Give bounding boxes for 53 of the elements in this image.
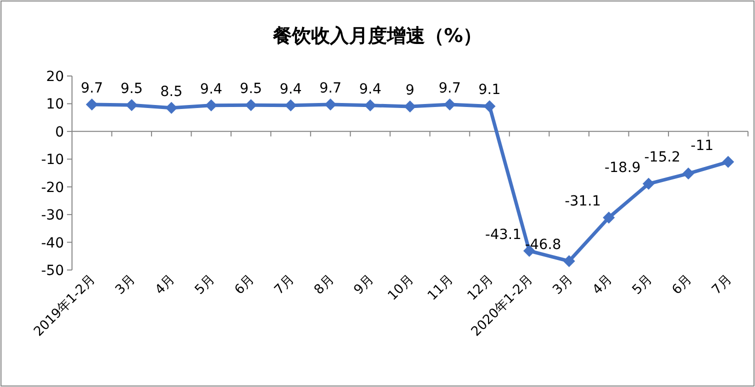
x-tick-label: 10月 (385, 272, 417, 304)
point (682, 168, 694, 180)
y-tick-label: -20 (41, 180, 64, 196)
x-tick-label: 5月 (630, 272, 656, 298)
y-tick-label: -30 (41, 208, 64, 224)
point (404, 100, 416, 112)
x-tick-label: 3月 (112, 272, 138, 298)
data-label: 9.7 (319, 80, 342, 97)
point (602, 212, 615, 224)
data-label: 9.4 (200, 81, 222, 98)
x-tick-label: 3月 (550, 272, 576, 298)
x-tick-label: 5月 (192, 272, 218, 298)
point (642, 178, 655, 190)
point (722, 156, 734, 168)
x-tick-label: 7月 (709, 272, 735, 298)
x-tick-label: 4月 (152, 272, 178, 298)
y-tick-label: 0 (55, 124, 64, 140)
point (86, 98, 98, 111)
point (364, 99, 376, 112)
y-tick-label: 20 (46, 69, 64, 85)
data-label: 9.5 (120, 81, 143, 98)
y-tick-label: 10 (46, 96, 64, 113)
x-tick-label: 8月 (312, 272, 338, 298)
chart-title: 餐饮收入月度增速（%） (272, 25, 482, 47)
data-label: 9.1 (478, 82, 501, 98)
x-tick-label: 9月 (351, 272, 378, 298)
x-tick-label: 7月 (272, 272, 298, 298)
data-label: 9.5 (240, 81, 262, 98)
x-tick-label: 12月 (464, 272, 496, 304)
data-label: -31.1 (564, 194, 601, 210)
data-label: -11 (690, 138, 714, 154)
data-label: 9.7 (438, 80, 461, 97)
point (126, 99, 138, 112)
point (563, 255, 576, 268)
point (165, 102, 178, 114)
point (484, 100, 496, 112)
data-label: 9.4 (280, 81, 302, 98)
y-tick-label: -50 (41, 263, 64, 279)
data-label: 8.5 (160, 84, 183, 100)
data-label: -18.9 (604, 160, 641, 176)
data-label: 9.4 (359, 81, 382, 98)
data-label: 9.7 (80, 80, 104, 97)
point (444, 98, 456, 111)
data-label: 9 (406, 82, 414, 98)
data-label: -43.1 (485, 226, 522, 243)
y-tick-label: -40 (41, 235, 64, 252)
x-tick-label: 6月 (232, 272, 258, 298)
x-tick-label: 6月 (670, 272, 696, 298)
point (205, 99, 218, 112)
data-label: -15.2 (644, 150, 680, 166)
y-tick-label: -10 (41, 152, 64, 168)
x-tick-label: 11月 (425, 272, 457, 304)
x-tick-label: 4月 (590, 272, 616, 298)
